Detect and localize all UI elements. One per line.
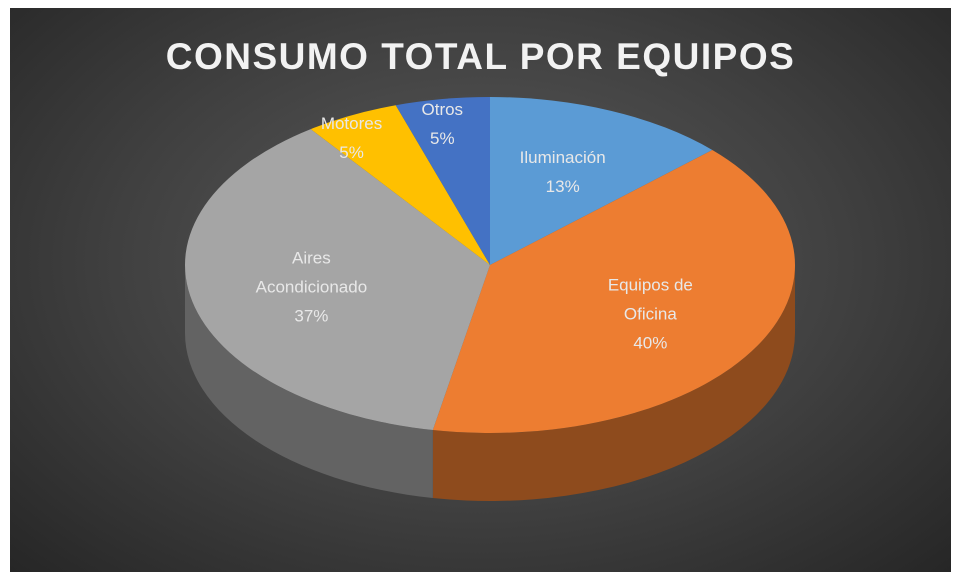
pie [184, 97, 795, 501]
data-label: Motores 5% [287, 109, 417, 167]
slice [490, 97, 713, 265]
slice [310, 105, 490, 265]
slice-side [185, 265, 433, 499]
label-value: 37% [294, 306, 329, 326]
slice [184, 129, 490, 431]
data-label: Otros 5% [377, 95, 507, 153]
label-name: Motores [320, 113, 383, 133]
label-value: 5% [339, 142, 364, 162]
label-name: Aires Acondicionado [255, 248, 368, 297]
chart: CONSUMO TOTAL POR EQUIPOS Iluminación 13%… [10, 8, 951, 572]
chart-title: CONSUMO TOTAL POR EQUIPOS [165, 36, 796, 77]
slice [395, 97, 490, 265]
data-label: Aires Acondicionado 37% [246, 243, 376, 330]
data-label: Iluminación 13% [498, 143, 628, 201]
label-name: Iluminación [519, 148, 606, 168]
label-value: 13% [545, 177, 580, 197]
label-name: Equipos de Oficina [607, 275, 693, 324]
label-name: Otros [421, 99, 464, 119]
label-value: 40% [633, 333, 668, 353]
data-label: Equipos de Oficina 40% [585, 270, 715, 357]
slice [432, 149, 795, 433]
slice-side [432, 265, 795, 501]
label-value: 5% [429, 128, 455, 148]
